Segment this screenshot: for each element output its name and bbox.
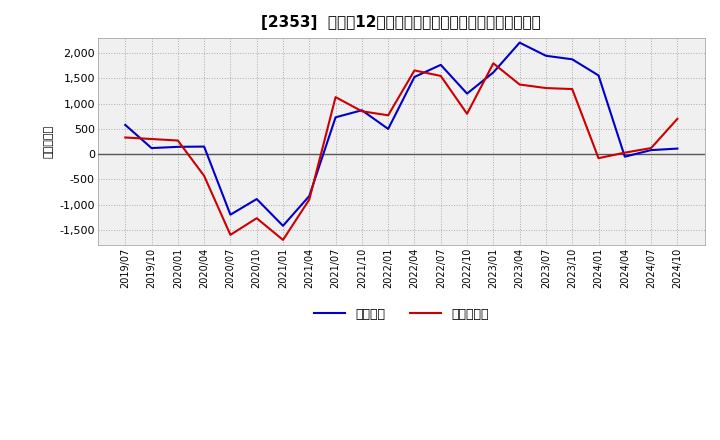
当期純利益	[331, 95, 340, 100]
当期純利益	[358, 109, 366, 114]
当期純利益	[594, 156, 603, 161]
当期純利益	[305, 197, 314, 202]
Line: 当期純利益: 当期純利益	[125, 63, 678, 240]
当期純利益	[621, 150, 629, 155]
経常利益	[647, 147, 655, 153]
経常利益	[279, 223, 287, 228]
当期純利益	[121, 135, 130, 140]
当期純利益	[226, 232, 235, 238]
当期純利益	[279, 237, 287, 242]
経常利益	[384, 126, 392, 132]
経常利益	[253, 196, 261, 202]
当期純利益	[489, 61, 498, 66]
経常利益	[516, 40, 524, 45]
当期純利益	[541, 85, 550, 91]
経常利益	[199, 144, 208, 149]
当期純利益	[410, 68, 419, 73]
経常利益	[174, 144, 182, 150]
Legend: 経常利益, 当期純利益: 経常利益, 当期純利益	[309, 303, 494, 326]
経常利益	[410, 74, 419, 80]
経常利益	[226, 212, 235, 217]
経常利益	[541, 53, 550, 59]
当期純利益	[568, 86, 577, 92]
経常利益	[489, 70, 498, 75]
Title: [2353]  利益だ12か月移動合計の対前年同期増減額の推移: [2353] 利益だ12か月移動合計の対前年同期増減額の推移	[261, 15, 541, 30]
当期純利益	[516, 82, 524, 87]
経常利益	[147, 146, 156, 151]
経常利益	[305, 193, 314, 198]
経常利益	[673, 146, 682, 151]
当期純利益	[463, 111, 472, 117]
Y-axis label: （百万円）: （百万円）	[44, 125, 54, 158]
経常利益	[621, 154, 629, 159]
経常利益	[436, 62, 445, 67]
経常利益	[568, 57, 577, 62]
当期純利益	[673, 116, 682, 121]
経常利益	[463, 91, 472, 96]
当期純利益	[647, 146, 655, 151]
Line: 経常利益: 経常利益	[125, 43, 678, 226]
当期純利益	[253, 216, 261, 221]
経常利益	[594, 73, 603, 78]
当期純利益	[384, 113, 392, 118]
当期純利益	[436, 73, 445, 79]
当期純利益	[174, 138, 182, 143]
当期純利益	[199, 173, 208, 179]
経常利益	[121, 122, 130, 128]
経常利益	[358, 108, 366, 113]
当期純利益	[147, 136, 156, 142]
経常利益	[331, 115, 340, 120]
